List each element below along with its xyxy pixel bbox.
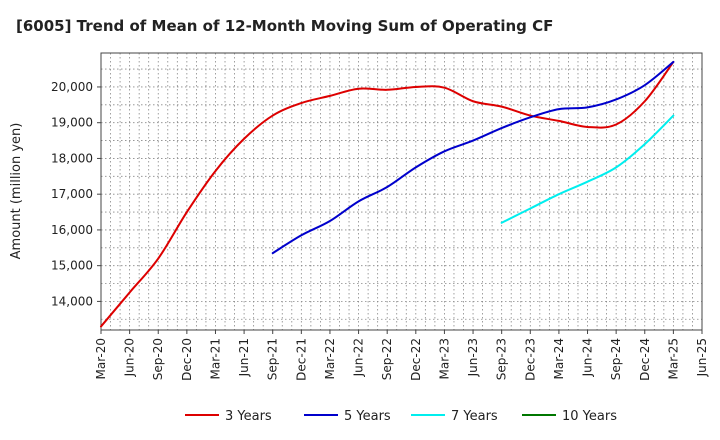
x-tick-label: Mar-22 [323,338,337,379]
legend-label-7-years: 7 Years [451,409,498,424]
x-tick-label: Dec-20 [180,338,194,381]
x-tick-label: Jun-23 [466,338,480,377]
x-tick-label: Dec-23 [523,338,537,381]
x-tick-label: Dec-21 [294,338,308,381]
x-tick-label: Dec-24 [638,338,652,381]
series-line-7-years [500,114,675,224]
x-tick-label: Mar-23 [437,338,451,379]
x-tick-label: Sep-23 [495,338,509,380]
legend-label-10-years: 10 Years [562,409,617,424]
x-tick-label: Sep-21 [266,338,280,380]
x-tick-label: Sep-24 [609,338,623,380]
y-tick-label: 20,000 [51,80,93,94]
y-axis-ticks: 14,000 15,000 16,000 17,000 18,000 19,000 20,0… [51,80,101,308]
series-group [100,60,675,328]
x-tick-label: Jun-20 [123,338,137,377]
grid [101,53,702,330]
y-tick-label: 16,000 [51,223,93,237]
y-tick-label: 15,000 [51,259,93,273]
legend-label-5-years: 5 Years [344,409,391,424]
legend: 3 Years 5 Years 7 Years 10 Years [185,409,617,424]
y-tick-label: 17,000 [51,187,93,201]
x-tick-label: Sep-22 [380,338,394,380]
x-tick-label: Jun-21 [237,338,251,377]
x-tick-label: Mar-24 [552,338,566,379]
y-axis-label: Amount (million yen) [9,123,24,260]
x-tick-label: Jun-22 [352,338,366,377]
plot-area [100,52,703,331]
series-line-5-years [271,60,675,255]
series-line-3-years [100,60,675,328]
y-tick-label: 19,000 [51,116,93,130]
y-tick-label: 18,000 [51,151,93,165]
x-tick-label: Sep-20 [151,338,165,380]
x-axis-ticks: Mar-20 Jun-20 Sep-20 Dec-20 Mar-21 Jun-21 Sep-… [94,330,709,381]
chart-title: [6005] Trend of Mean of 12-Month Moving … [16,17,553,35]
x-tick-label: Mar-21 [208,338,222,379]
x-tick-label: Mar-20 [94,338,108,379]
x-tick-label: Dec-22 [409,338,423,381]
y-tick-label: 14,000 [51,294,93,308]
x-tick-label: Jun-25 [695,338,709,377]
x-tick-label: Mar-25 [666,338,680,379]
legend-label-3-years: 3 Years [225,409,272,424]
x-tick-label: Jun-24 [581,338,595,377]
